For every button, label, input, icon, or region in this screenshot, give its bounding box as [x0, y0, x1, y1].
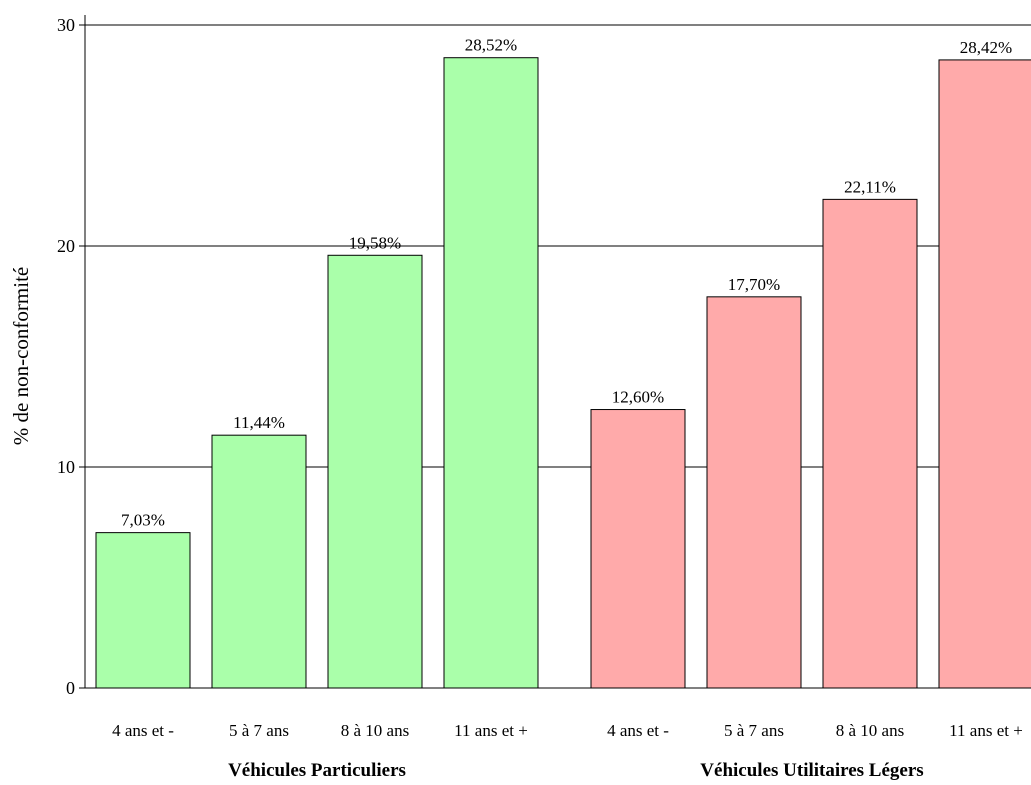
- category-labels: 4 ans et - 5 à 7 ans 8 à 10 ans 11 ans et +…: [112, 721, 1023, 740]
- category-label: 11 ans et +: [949, 721, 1023, 740]
- category-label: 4 ans et -: [607, 721, 669, 740]
- bar-1-0: [590, 409, 686, 689]
- bar-0-0: [95, 532, 191, 689]
- bar-value-label: 7,03%: [121, 511, 165, 530]
- bar-0-3: [443, 57, 539, 689]
- y-tick-label: 10: [57, 457, 75, 477]
- y-axis-ticks: 0 10 20 30: [57, 15, 85, 698]
- bar-value-label: 19,58%: [349, 233, 401, 252]
- category-label: 8 à 10 ans: [836, 721, 904, 740]
- y-tick-label: 30: [57, 15, 75, 35]
- y-tick-label: 0: [66, 678, 75, 698]
- bar-0-2: [327, 254, 423, 689]
- bar-value-label: 28,52%: [465, 36, 517, 55]
- bar-value-label: 22,11%: [844, 177, 896, 196]
- category-label: 4 ans et -: [112, 721, 174, 740]
- bar-value-label: 17,70%: [728, 275, 780, 294]
- group-label: Véhicules Particuliers: [228, 760, 406, 781]
- bar-1-3: [938, 59, 1031, 689]
- bar-value-label: 11,44%: [233, 413, 285, 432]
- bar-value-labels: 7,03% 11,44% 19,58% 28,52% 12,60% 17,70% 22,11…: [121, 36, 1012, 530]
- bar-value-label: 28,42%: [960, 38, 1012, 57]
- category-label: 11 ans et +: [454, 721, 528, 740]
- bar-value-label: 12,60%: [612, 388, 664, 407]
- category-label: 8 à 10 ans: [341, 721, 409, 740]
- category-label: 5 à 7 ans: [229, 721, 289, 740]
- category-label: 5 à 7 ans: [724, 721, 784, 740]
- bar-1-1: [706, 296, 802, 689]
- y-axis-label: % de non-conformité: [9, 267, 33, 445]
- bar-0-1: [211, 434, 307, 689]
- group-labels: Véhicules Particuliers Véhicules Utilitai…: [228, 760, 924, 781]
- y-tick-label: 20: [57, 236, 75, 256]
- group-label: Véhicules Utilitaires Légers: [700, 760, 923, 781]
- bar-1-2: [822, 198, 918, 689]
- bars: [95, 57, 1031, 689]
